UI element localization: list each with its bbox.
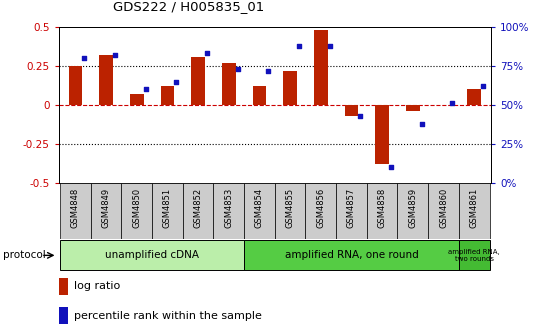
Bar — [314, 30, 328, 105]
Bar — [60, 183, 91, 239]
Text: GSM4853: GSM4853 — [224, 187, 233, 228]
Text: GSM4860: GSM4860 — [439, 187, 448, 228]
Bar — [467, 89, 481, 105]
Point — [141, 87, 150, 92]
Point — [356, 113, 365, 119]
Bar — [122, 183, 152, 239]
Point — [110, 52, 119, 58]
Bar — [183, 183, 214, 239]
Point — [325, 43, 334, 48]
Bar — [283, 71, 297, 105]
Point — [479, 84, 488, 89]
Bar — [305, 183, 336, 239]
Text: GSM4856: GSM4856 — [316, 187, 325, 228]
Text: GSM4852: GSM4852 — [194, 187, 203, 228]
Bar — [367, 183, 397, 239]
Bar — [376, 105, 389, 164]
Text: GSM4859: GSM4859 — [408, 187, 417, 228]
Bar — [60, 240, 244, 270]
Bar — [406, 105, 420, 111]
Bar — [336, 183, 367, 239]
Text: amplified RNA, one round: amplified RNA, one round — [285, 250, 418, 260]
Bar — [99, 55, 113, 105]
Bar — [459, 240, 489, 270]
Bar — [428, 183, 459, 239]
Text: GSM4857: GSM4857 — [347, 187, 356, 228]
Text: GSM4858: GSM4858 — [378, 187, 387, 228]
Bar — [214, 183, 244, 239]
Point — [387, 165, 396, 170]
Text: GSM4848: GSM4848 — [71, 187, 80, 228]
Text: GSM4849: GSM4849 — [102, 187, 110, 228]
Point — [295, 43, 304, 48]
Text: GSM4861: GSM4861 — [470, 187, 479, 228]
Text: GSM4854: GSM4854 — [255, 187, 264, 228]
Text: GSM4850: GSM4850 — [132, 187, 141, 228]
Bar — [130, 94, 144, 105]
Point — [172, 79, 181, 84]
Point — [264, 68, 273, 73]
Bar — [59, 278, 68, 294]
Bar — [275, 183, 305, 239]
Bar — [91, 183, 122, 239]
Point — [233, 67, 242, 72]
Text: GDS222 / H005835_01: GDS222 / H005835_01 — [113, 0, 264, 13]
Bar — [152, 183, 183, 239]
Bar — [345, 105, 358, 116]
Bar — [253, 86, 266, 105]
Bar — [459, 183, 489, 239]
Point — [203, 51, 211, 56]
Bar — [244, 240, 459, 270]
Text: percentile rank within the sample: percentile rank within the sample — [74, 311, 262, 321]
Text: amplified RNA,
two rounds: amplified RNA, two rounds — [448, 249, 500, 262]
Text: log ratio: log ratio — [74, 281, 120, 291]
Bar — [191, 56, 205, 105]
Point — [80, 55, 89, 61]
Bar — [69, 66, 83, 105]
Text: protocol: protocol — [3, 250, 46, 260]
Text: GSM4855: GSM4855 — [286, 187, 295, 228]
Bar — [59, 307, 68, 324]
Text: unamplified cDNA: unamplified cDNA — [105, 250, 199, 260]
Bar — [244, 183, 275, 239]
Bar — [222, 63, 235, 105]
Bar — [397, 183, 428, 239]
Point — [448, 101, 457, 106]
Text: GSM4851: GSM4851 — [163, 187, 172, 228]
Point — [417, 121, 426, 126]
Bar — [161, 86, 174, 105]
